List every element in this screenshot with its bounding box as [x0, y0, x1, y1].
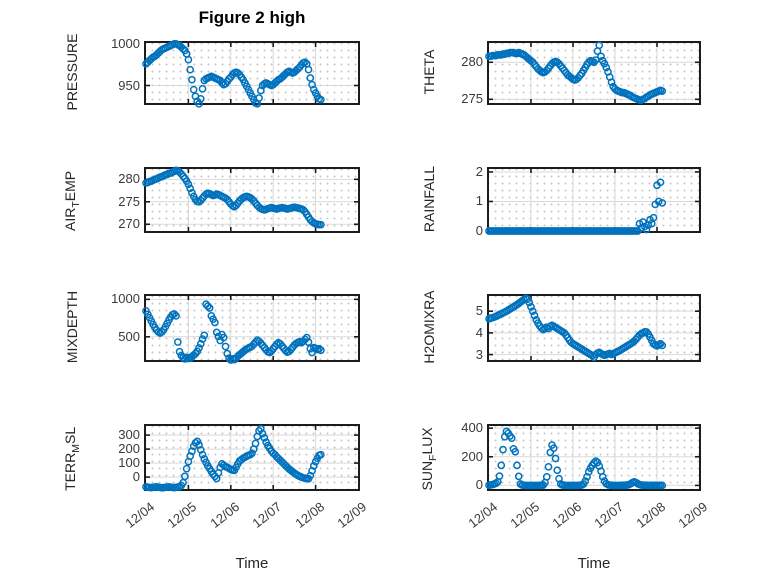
- grid-lines: [489, 169, 699, 231]
- figure-title: Figure 2 high: [198, 8, 306, 27]
- plot-area-pressure: [142, 39, 360, 108]
- tick-marks: [489, 43, 699, 103]
- data-points: [142, 424, 325, 492]
- y-tick-label: 400: [461, 420, 483, 436]
- y-tick-label: 0: [475, 477, 483, 493]
- plot-area-theta: [485, 41, 701, 105]
- data-points: [485, 427, 667, 490]
- y-tick-label: 4: [475, 324, 483, 340]
- x-tick-label: 12/09: [675, 499, 711, 531]
- x-tick-label: 12/06: [207, 499, 243, 531]
- plot-svg-h2omixra: [485, 294, 699, 362]
- y-tick-label: 280: [461, 54, 483, 70]
- y-tick-label: 200: [118, 441, 140, 457]
- y-tick-label: 5: [475, 303, 483, 319]
- plot-svg-sun_flux: [485, 426, 699, 490]
- y-tick-label: 1000: [111, 35, 140, 51]
- tick-marks: [146, 296, 358, 360]
- x-tick-label: 12/09: [334, 499, 370, 531]
- x-tick-label: 12/07: [249, 499, 285, 531]
- data-points: [142, 166, 325, 229]
- x-axis-title-right: Time: [577, 555, 611, 572]
- tick-marks: [489, 169, 699, 231]
- plot-area-sun_flux: [485, 424, 701, 491]
- plot-svg-mixdepth: [142, 296, 358, 364]
- plot-svg-air_temp: [142, 166, 358, 231]
- x-tick-label: 12/08: [291, 499, 327, 531]
- data-points: [142, 300, 325, 364]
- data-points: [485, 178, 667, 235]
- tick-marks: [146, 43, 358, 103]
- x-tick-label: 12/08: [633, 499, 669, 531]
- y-tick-label: 300: [118, 427, 140, 443]
- plot-area-rainfall: [485, 167, 701, 235]
- plot-svg-terr_msl: [142, 424, 358, 492]
- plot-svg-pressure: [142, 39, 358, 108]
- plot-area-terr_msl: [142, 424, 360, 492]
- y-tick-label: 1000: [111, 291, 140, 307]
- y-tick-label: 500: [118, 328, 140, 344]
- plot-svg-rainfall: [485, 169, 699, 235]
- y-axis-label-sun_flux: SUNFLUX: [419, 426, 439, 491]
- y-tick-label: 280: [118, 171, 140, 187]
- y-tick-label: 1: [475, 193, 483, 209]
- y-tick-label: 275: [461, 91, 483, 107]
- data-points: [485, 294, 667, 362]
- x-axis-title-left: Time: [235, 555, 269, 572]
- grid-lines: [146, 43, 358, 103]
- grid-lines: [146, 426, 358, 489]
- y-tick-label: 275: [118, 193, 140, 209]
- plot-area-mixdepth: [142, 294, 360, 364]
- y-tick-label: 270: [118, 216, 140, 232]
- x-tick-label: 12/06: [549, 499, 585, 531]
- data-points: [142, 39, 325, 108]
- y-tick-label: 200: [461, 448, 483, 464]
- x-tick-label: 12/07: [591, 499, 627, 531]
- plot-svg-theta: [485, 41, 699, 104]
- y-tick-label: 950: [118, 77, 140, 93]
- tick-marks: [146, 426, 358, 489]
- tick-marks: [489, 296, 699, 360]
- data-points: [485, 41, 667, 104]
- plot-area-air_temp: [142, 166, 360, 233]
- y-tick-label: 0: [475, 223, 483, 238]
- x-tick-label: 12/05: [164, 499, 200, 531]
- x-tick-label: 12/04: [122, 499, 158, 531]
- x-tick-label: 12/04: [465, 499, 501, 531]
- plot-area-h2omixra: [485, 294, 701, 362]
- y-tick-label: 0: [132, 469, 140, 485]
- y-axis-label-terr_msl: TERRMSL: [62, 426, 82, 491]
- y-tick-label: 100: [118, 455, 140, 471]
- y-tick-label: 3: [475, 346, 483, 362]
- y-tick-label: 2: [475, 163, 483, 179]
- x-tick-label: 12/05: [507, 499, 543, 531]
